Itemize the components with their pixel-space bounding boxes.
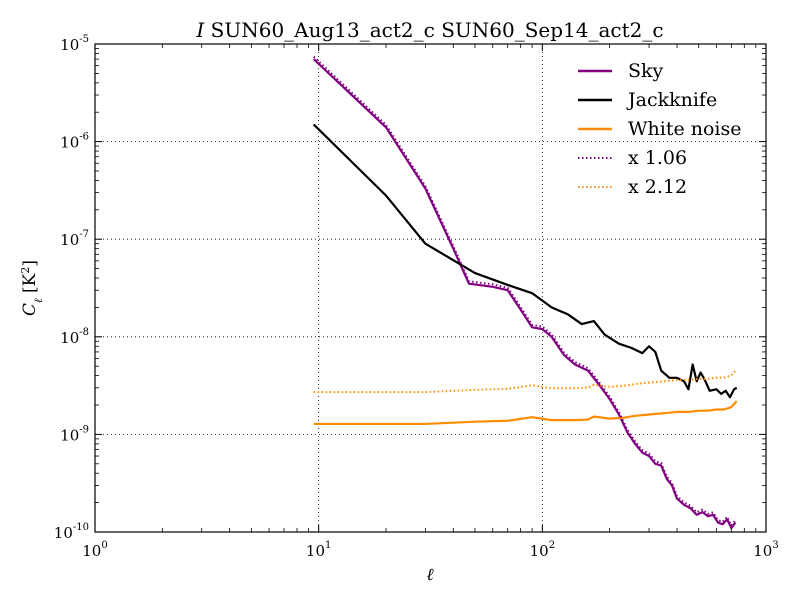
y-tick-label-exponent: -6 [79,132,89,143]
y-tick-label-base: 10 [60,329,79,347]
y-tick-label-exponent: -10 [73,522,89,533]
chart-title-variable: I [195,18,205,42]
axis-ticks [94,43,767,533]
y-axis-label: Cℓ [K2] [19,260,45,316]
y-tick-label: 10-8 [60,327,89,347]
y-tick-label-base: 10 [60,426,79,444]
series-line-white-noise [313,400,738,426]
y-tick-label-exponent: -7 [79,229,89,240]
series-line-sky [312,58,737,530]
x-tick-label: 103 [753,540,778,560]
y-tick-label-base: 10 [54,524,73,542]
legend-label-x-1-06: x 1.06 [628,147,687,169]
y-axis-label-unit: [K [20,273,40,298]
legend-label-white-noise: White noise [628,118,742,140]
y-axis-label-subscript: ℓ [32,298,45,303]
x-tick-label-base: 10 [753,542,772,560]
y-tick-label-base: 10 [60,231,79,249]
x-tick-label: 100 [82,540,107,560]
x-tick-label-exponent: 1 [325,540,331,551]
x-tick-label-base: 10 [82,542,101,560]
x-tick-label-base: 10 [306,542,325,560]
y-axis-label-unit-close: ] [20,260,40,267]
y-axis-label-symbol: C [20,303,40,316]
x-tick-label-exponent: 3 [772,540,778,551]
y-tick-label-base: 10 [60,134,79,152]
x-tick-label: 101 [306,540,331,560]
grid-lines [95,44,766,532]
series-line-jackknife [312,123,738,399]
y-tick-label-exponent: -8 [79,327,89,338]
y-tick-label: 10-7 [60,229,89,249]
y-tick-label-base: 10 [60,36,79,54]
chart-title: I SUN60_Aug13_act2_c SUN60_Sep14_act2_c [195,18,663,42]
series-line-x-1-06 [312,55,737,527]
y-tick-label: 10-9 [60,424,89,444]
x-tick-label-exponent: 2 [549,540,555,551]
plot-area-frame [94,43,767,533]
plot-series [312,55,738,530]
legend-label-jackknife: Jackknife [626,89,717,111]
x-tick-label-exponent: 0 [101,540,107,551]
legend: Sky Jackknife White noise x 1.06 x 2.12 [578,60,742,198]
x-tick-label: 102 [530,540,555,560]
y-tick-label: 10-6 [60,132,89,152]
y-tick-label-exponent: -9 [79,424,89,435]
y-axis-label-unit-exponent: 2 [19,267,32,274]
legend-label-sky: Sky [628,60,664,82]
legend-label-x-2-12: x 2.12 [628,176,687,198]
x-axis-label: ℓ [426,565,433,585]
x-tick-labels: 100 101 102 103 [82,540,778,560]
y-tick-label-exponent: -5 [79,34,89,45]
chart-title-text: SUN60_Aug13_act2_c SUN60_Sep14_act2_c [204,18,663,42]
y-tick-label: 10-10 [54,522,89,542]
x-tick-label-base: 10 [530,542,549,560]
y-tick-label: 10-5 [60,34,89,54]
